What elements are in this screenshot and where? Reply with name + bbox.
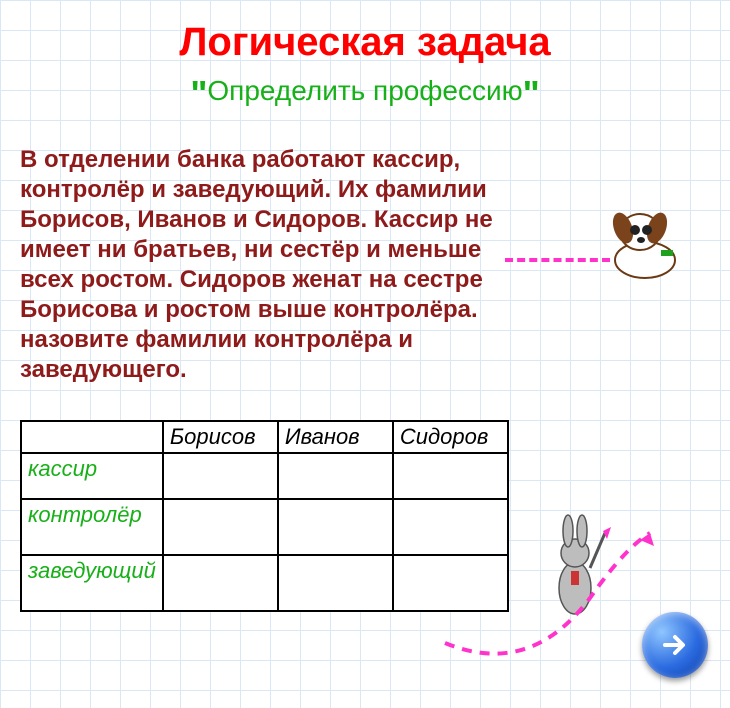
open-quote: " <box>190 73 207 114</box>
cell <box>393 499 508 555</box>
cell <box>393 453 508 499</box>
page-subtitle: "Определить профессию" <box>0 73 730 115</box>
bunny-illustration <box>535 513 615 623</box>
logic-table: Борисов Иванов Сидоров кассир контролёр … <box>20 420 730 612</box>
row-label-kassir: кассир <box>21 453 163 499</box>
subtitle-text: Определить профессию <box>207 75 522 106</box>
col-sidorov: Сидоров <box>393 421 508 453</box>
dog-illustration <box>595 190 695 290</box>
cell <box>278 499 393 555</box>
problem-text: В отделении банка работают кассир, контр… <box>20 145 500 385</box>
cell <box>278 453 393 499</box>
col-ivanov: Иванов <box>278 421 393 453</box>
table-row: контролёр <box>21 499 508 555</box>
page-title: Логическая задача <box>0 20 730 65</box>
table-row: заведующий <box>21 555 508 611</box>
cell <box>163 453 278 499</box>
next-button[interactable] <box>642 612 708 678</box>
row-label-zaveduyushiy: заведующий <box>21 555 163 611</box>
cell <box>393 555 508 611</box>
cell <box>278 555 393 611</box>
dashed-line-1 <box>505 258 610 262</box>
col-blank <box>21 421 163 453</box>
row-label-kontroler: контролёр <box>21 499 163 555</box>
arrow-right-icon <box>659 629 691 661</box>
cell <box>163 499 278 555</box>
table-header-row: Борисов Иванов Сидоров <box>21 421 508 453</box>
cell <box>163 555 278 611</box>
close-quote: " <box>523 73 540 114</box>
table-row: кассир <box>21 453 508 499</box>
col-borisov: Борисов <box>163 421 278 453</box>
